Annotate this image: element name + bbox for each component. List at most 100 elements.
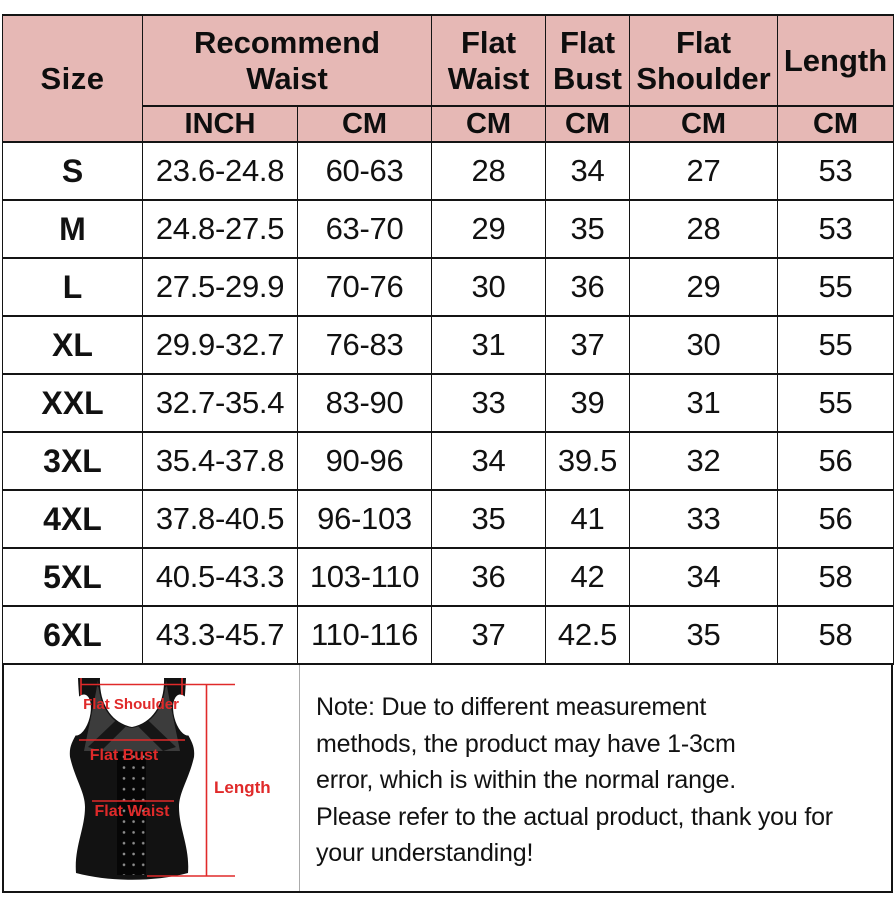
cell-size: M [2, 199, 143, 259]
unit-header-cm-flat-waist: CM [431, 105, 546, 143]
cell-flat_waist: 37 [431, 605, 546, 665]
table-row: L 27.5-29.9 70-76 30 36 29 55 [2, 257, 894, 317]
cell-length: 56 [777, 431, 894, 491]
col-header-flat-bust: Flat Bust [545, 14, 630, 107]
cell-length: 55 [777, 257, 894, 317]
cell-size: XXL [2, 373, 143, 433]
table-row: XL 29.9-32.7 76-83 31 37 30 55 [2, 315, 894, 375]
cell-size: 4XL [2, 489, 143, 549]
measurement-note: Note: Due to different measurement metho… [300, 665, 891, 891]
cell-waist_cm: 60-63 [297, 141, 432, 201]
cell-flat_shoulder: 27 [629, 141, 778, 201]
left-armhole [69, 694, 91, 736]
unit-header-cm-length: CM [777, 105, 894, 143]
cell-flat_waist: 29 [431, 199, 546, 259]
cell-flat_shoulder: 35 [629, 605, 778, 665]
cell-flat_bust: 42 [545, 547, 630, 607]
cell-waist_cm: 90-96 [297, 431, 432, 491]
cell-waist_inch: 35.4-37.8 [142, 431, 298, 491]
cell-flat_waist: 35 [431, 489, 546, 549]
cell-waist_inch: 43.3-45.7 [142, 605, 298, 665]
cell-flat_bust: 42.5 [545, 605, 630, 665]
cell-flat_bust: 34 [545, 141, 630, 201]
cell-flat_bust: 41 [545, 489, 630, 549]
cell-flat_bust: 37 [545, 315, 630, 375]
cell-size: 3XL [2, 431, 143, 491]
cell-flat_waist: 28 [431, 141, 546, 201]
cell-waist_cm: 63-70 [297, 199, 432, 259]
table-row: 6XL 43.3-45.7 110-116 37 42.5 35 58 [2, 605, 894, 665]
flat-shoulder-annotation: Flat Shoulder [83, 696, 179, 713]
cell-size: S [2, 141, 143, 201]
cell-flat_shoulder: 33 [629, 489, 778, 549]
cell-waist_inch: 32.7-35.4 [142, 373, 298, 433]
cell-flat_bust: 39 [545, 373, 630, 433]
cell-length: 53 [777, 199, 894, 259]
note-line-5: your understanding! [316, 839, 534, 867]
cell-size: 6XL [2, 605, 143, 665]
right-armhole [173, 694, 195, 736]
note-line-1: Note: Due to different measurement [316, 693, 707, 721]
col-header-size: Size [2, 14, 143, 143]
col-header-flat-shoulder: Flat Shoulder [629, 14, 778, 107]
cell-flat_bust: 36 [545, 257, 630, 317]
col-header-recommend-waist: Recommend Waist [142, 14, 432, 107]
cell-flat_shoulder: 34 [629, 547, 778, 607]
recommend-waist-label: Recommend Waist [193, 25, 381, 96]
cell-flat_shoulder: 30 [629, 315, 778, 375]
cell-size: XL [2, 315, 143, 375]
unit-header-cm-flat-shoulder: CM [629, 105, 778, 143]
cell-flat_waist: 34 [431, 431, 546, 491]
size-chart-sheet: Size Recommend Waist Flat Waist Flat Bus… [2, 14, 894, 893]
cell-flat_waist: 30 [431, 257, 546, 317]
flat-bust-annotation: Flat Bust [90, 747, 159, 764]
table-row: XXL 32.7-35.4 83-90 33 39 31 55 [2, 373, 894, 433]
size-table: Size Recommend Waist Flat Waist Flat Bus… [2, 14, 894, 665]
cell-length: 56 [777, 489, 894, 549]
cell-waist_inch: 23.6-24.8 [142, 141, 298, 201]
cell-flat_waist: 36 [431, 547, 546, 607]
cell-flat_shoulder: 31 [629, 373, 778, 433]
cell-length: 55 [777, 373, 894, 433]
cell-flat_waist: 33 [431, 373, 546, 433]
table-row: 3XL 35.4-37.8 90-96 34 39.5 32 56 [2, 431, 894, 491]
cell-waist_inch: 24.8-27.5 [142, 199, 298, 259]
cell-waist_cm: 76-83 [297, 315, 432, 375]
cell-waist_cm: 70-76 [297, 257, 432, 317]
col-header-length: Length [777, 14, 894, 107]
table-row: 5XL 40.5-43.3 103-110 36 42 34 58 [2, 547, 894, 607]
cell-waist_inch: 29.9-32.7 [142, 315, 298, 375]
cell-flat_bust: 39.5 [545, 431, 630, 491]
measurement-lines [79, 678, 235, 877]
table-row: M 24.8-27.5 63-70 29 35 28 53 [2, 199, 894, 259]
length-annotation: Length [214, 778, 271, 797]
cell-flat_bust: 35 [545, 199, 630, 259]
flat-waist-annotation: Flat Waist [95, 803, 171, 820]
cell-length: 53 [777, 141, 894, 201]
note-line-2: methods, the product may have 1-3cm [316, 729, 736, 758]
table-row: S 23.6-24.8 60-63 28 34 27 53 [2, 141, 894, 201]
size-table-body: S 23.6-24.8 60-63 28 34 27 53 M 24.8-27.5 63-70 29… [2, 141, 894, 665]
note-line-4: Please refer to the actual product, than… [316, 802, 833, 831]
table-row: 4XL 37.8-40.5 96-103 35 41 33 56 [2, 489, 894, 549]
cell-length: 58 [777, 547, 894, 607]
cell-size: 5XL [2, 547, 143, 607]
cell-size: L [2, 257, 143, 317]
unit-header-cm-flat-bust: CM [545, 105, 630, 143]
col-header-flat-waist: Flat Waist [431, 14, 546, 107]
note-line-3: error, which is within the normal range. [316, 766, 736, 794]
cell-waist_inch: 40.5-43.3 [142, 547, 298, 607]
cell-waist_cm: 110-116 [297, 605, 432, 665]
cell-flat_waist: 31 [431, 315, 546, 375]
product-diagram-cell: Flat Shoulder Flat Bust Flat Waist Lengt… [4, 665, 300, 891]
waist-trainer-vest-diagram: Flat Shoulder Flat Bust Flat Waist Lengt… [69, 678, 271, 880]
size-table-header: Size Recommend Waist Flat Waist Flat Bus… [2, 14, 894, 143]
hook-strip-dots [117, 752, 146, 875]
cell-length: 55 [777, 315, 894, 375]
cell-flat_shoulder: 32 [629, 431, 778, 491]
bottom-panel: Flat Shoulder Flat Bust Flat Waist Lengt… [2, 665, 893, 893]
cell-flat_shoulder: 28 [629, 199, 778, 259]
cell-waist_inch: 27.5-29.9 [142, 257, 298, 317]
unit-header-inch: INCH [142, 105, 298, 143]
cell-flat_shoulder: 29 [629, 257, 778, 317]
